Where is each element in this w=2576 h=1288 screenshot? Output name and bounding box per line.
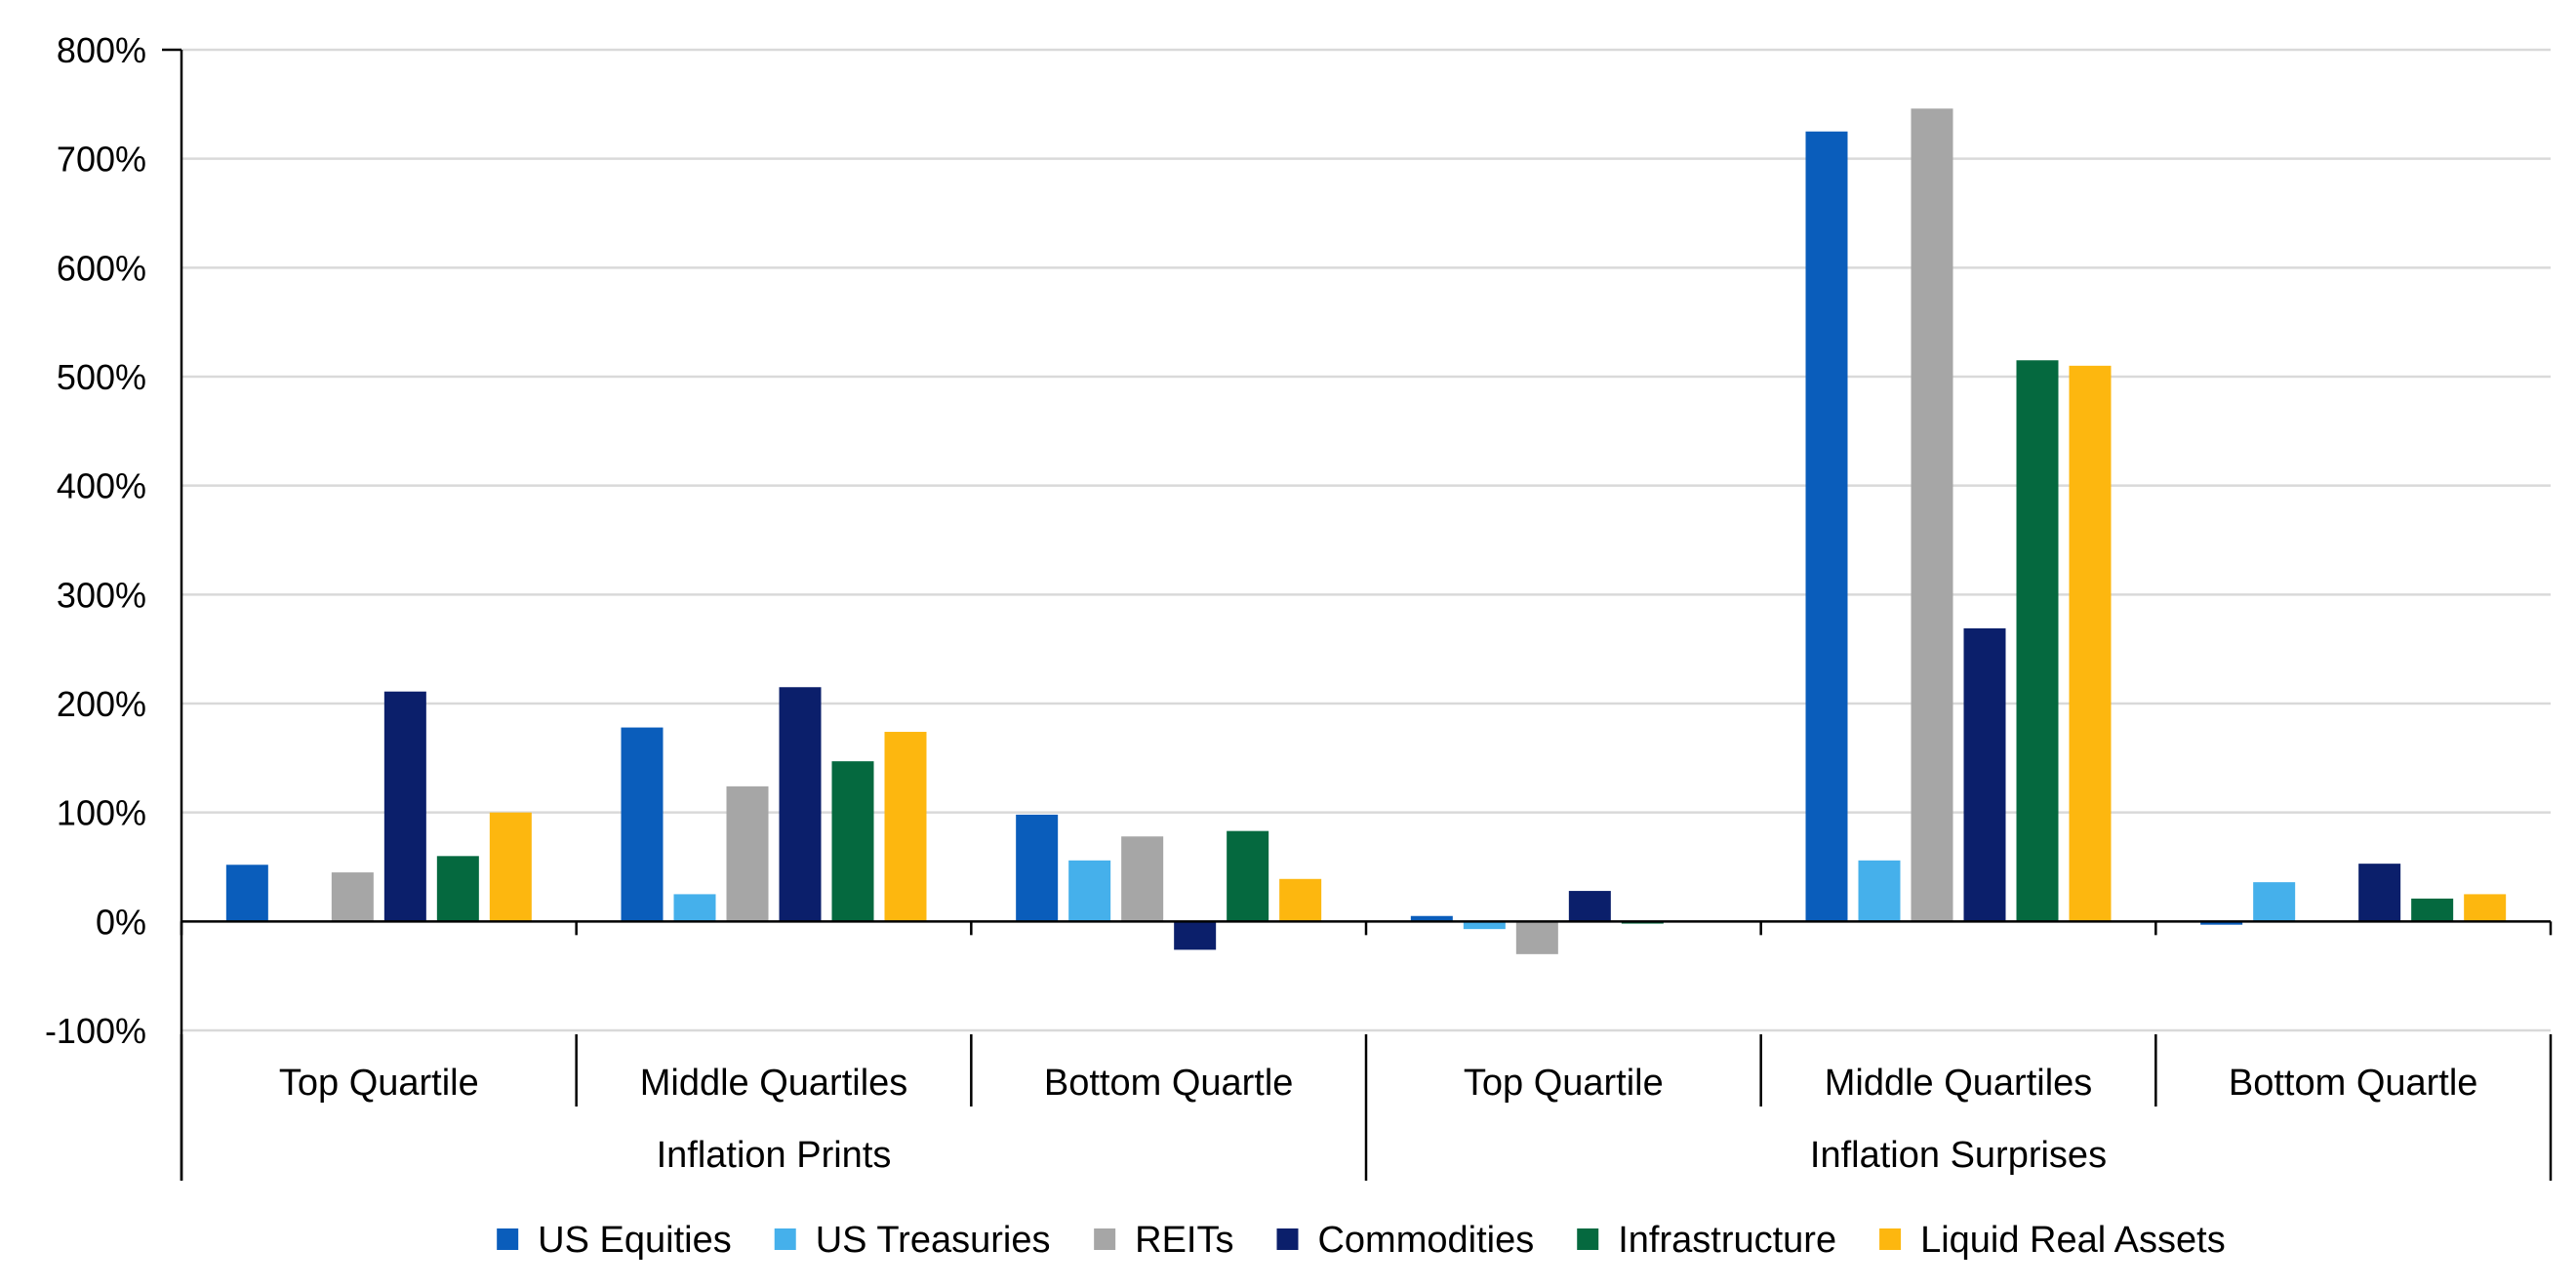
y-tick-label: 500%: [57, 357, 146, 397]
y-tick-label: 600%: [57, 248, 146, 288]
x-axis-group-labels: Inflation Prints Inflation Surprises: [657, 1135, 2107, 1176]
bar: [2464, 894, 2507, 922]
legend-swatch: [1094, 1228, 1116, 1250]
legend-swatch: [1577, 1228, 1599, 1250]
bar: [383, 691, 426, 922]
bar: [331, 872, 374, 922]
bar: [1121, 836, 1164, 922]
bar: [1227, 830, 1269, 922]
legend-swatch: [497, 1228, 519, 1250]
y-tick-label: 100%: [57, 793, 146, 833]
y-tick-label: 700%: [57, 140, 146, 180]
bar: [2253, 882, 2296, 922]
bar: [1963, 627, 2006, 922]
bar: [1911, 108, 1953, 922]
bar: [2411, 898, 2454, 922]
y-tick-label: 800%: [57, 30, 146, 70]
y-axis-tick-labels: -100% 0% 100% 200% 300% 400% 500% 600% 700% 800%: [45, 30, 146, 1051]
x-category-label: Top Quartile: [1464, 1063, 1664, 1104]
bar: [673, 894, 716, 922]
y-tick-label: 200%: [57, 684, 146, 724]
bar: [1016, 814, 1059, 922]
gridlines: [181, 48, 2551, 1032]
bar: [779, 687, 822, 922]
bar: [1279, 878, 1322, 922]
x-group-label: Inflation Surprises: [1810, 1135, 2107, 1176]
bar: [1068, 860, 1111, 922]
legend-label: Infrastructure: [1618, 1220, 1836, 1261]
axes: [162, 48, 2553, 1181]
legend-swatch: [1276, 1228, 1299, 1250]
y-tick-label: 300%: [57, 575, 146, 615]
legend-label: US Treasuries: [816, 1220, 1051, 1261]
bar: [225, 865, 268, 922]
bar: [1568, 891, 1611, 922]
bar: [726, 785, 769, 922]
legend: US Equities US Treasuries REITs Commodities…: [497, 1220, 2226, 1261]
bar: [2200, 921, 2243, 925]
bar: [489, 812, 532, 922]
x-category-label: Middle Quartiles: [640, 1063, 908, 1104]
bars: [225, 108, 2507, 954]
bar: [1858, 860, 1901, 922]
bar: [436, 856, 479, 922]
x-category-label: Top Quartile: [279, 1063, 479, 1104]
legend-label: Commodities: [1317, 1220, 1534, 1261]
bar: [1410, 915, 1453, 922]
x-category-label: Middle Quartiles: [1825, 1063, 2093, 1104]
y-tick-label: -100%: [45, 1011, 146, 1051]
y-tick-label: 400%: [57, 466, 146, 506]
bar: [2016, 360, 2059, 922]
legend-swatch: [1879, 1228, 1902, 1250]
bar: [1463, 921, 1506, 930]
bar: [621, 727, 664, 922]
bar: [1174, 921, 1217, 950]
bar: [831, 761, 874, 922]
x-axis-category-labels: Top Quartile Middle Quartiles Bottom Quart…: [279, 1063, 2478, 1104]
legend-label: US Equities: [538, 1220, 732, 1261]
bar: [2358, 864, 2401, 922]
x-category-label: Bottom Quartle: [2229, 1063, 2478, 1104]
bar: [1515, 921, 1558, 954]
x-category-label: Bottom Quartle: [1044, 1063, 1294, 1104]
bar: [884, 732, 927, 922]
bar: [2069, 365, 2112, 922]
legend-swatch: [774, 1228, 796, 1250]
legend-label: REITs: [1135, 1220, 1233, 1261]
x-group-label: Inflation Prints: [657, 1135, 892, 1176]
legend-label: Liquid Real Assets: [1920, 1220, 2226, 1261]
bar: [1805, 131, 1848, 922]
y-tick-label: 0%: [96, 902, 146, 942]
